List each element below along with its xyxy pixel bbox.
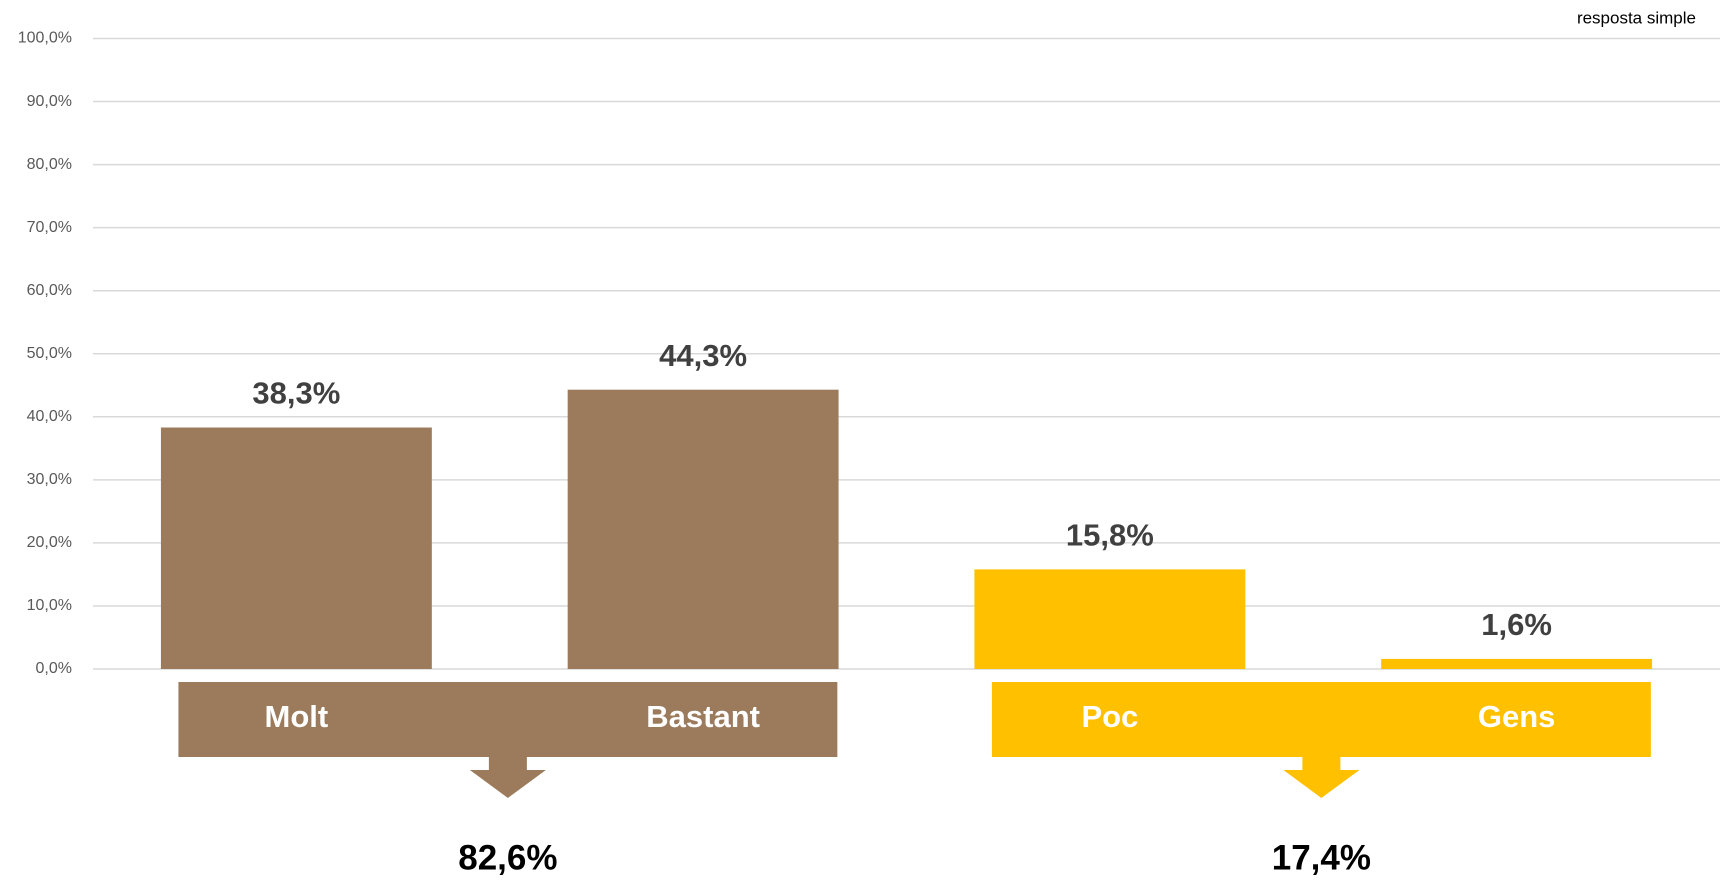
y-tick-label: 30,0% [27, 471, 72, 488]
value-label: 1,6% [1481, 607, 1552, 642]
group-arrow [469, 757, 546, 798]
group-arrow [1283, 757, 1360, 798]
value-label: 44,3% [659, 338, 747, 373]
bar [974, 569, 1246, 669]
y-tick-label: 70,0% [27, 219, 72, 236]
value-label: 15,8% [1066, 518, 1154, 553]
y-tick-label: 50,0% [27, 345, 72, 362]
annotation: resposta simple [1577, 8, 1696, 27]
category-label: Bastant [646, 699, 760, 734]
category-label: Gens [1478, 699, 1556, 734]
group-total: 82,6% [458, 838, 557, 877]
value-label: 38,3% [252, 376, 340, 411]
y-tick-label: 100,0% [18, 30, 72, 47]
y-tick-label: 0,0% [36, 660, 72, 677]
group-band [178, 682, 838, 757]
group-band [991, 682, 1651, 757]
category-label: Molt [265, 699, 329, 734]
bar [1381, 658, 1653, 669]
group-total: 17,4% [1272, 838, 1371, 877]
y-tick-label: 90,0% [27, 93, 72, 110]
bar [567, 389, 839, 669]
y-tick-label: 60,0% [27, 282, 72, 299]
y-tick-label: 80,0% [27, 156, 72, 173]
category-label: Poc [1081, 699, 1138, 734]
y-tick-label: 10,0% [27, 597, 72, 614]
y-tick-label: 20,0% [27, 534, 72, 551]
y-tick-label: 40,0% [27, 408, 72, 425]
bar [160, 427, 432, 669]
